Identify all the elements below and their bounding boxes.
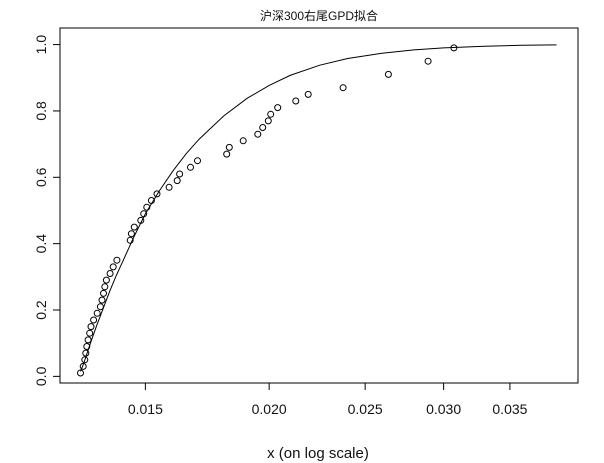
data-point [450, 44, 458, 52]
data-point [81, 356, 89, 364]
chart-title: 沪深300右尾GPD拟合 [260, 8, 378, 23]
data-point [77, 369, 84, 377]
data-point [153, 190, 161, 198]
data-point [254, 130, 262, 138]
data-point [101, 283, 109, 291]
data-point [113, 256, 121, 264]
data-point [87, 323, 95, 331]
data-point [109, 263, 117, 271]
data-point [274, 104, 282, 112]
data-point [82, 349, 90, 357]
data-point [176, 170, 184, 178]
data-point [143, 203, 151, 211]
x-tick-label: 0.020 [252, 401, 287, 417]
data-point [96, 303, 104, 311]
data-point [259, 124, 267, 131]
data-point [339, 84, 347, 92]
data-point [137, 216, 145, 224]
gpd-fit-curve [80, 44, 557, 372]
data-point [187, 163, 194, 171]
data-point [147, 197, 155, 204]
x-tick-label: 0.025 [348, 401, 383, 417]
x-axis-label: x (on log scale) [267, 445, 369, 462]
x-tick-label: 0.030 [426, 401, 461, 417]
y-tick-label: 0.6 [33, 167, 49, 187]
y-tick-label: 0.0 [33, 366, 49, 386]
data-point [86, 329, 94, 337]
data-point [264, 117, 272, 125]
data-point [126, 236, 134, 244]
data-point [79, 362, 87, 370]
data-point [384, 70, 392, 78]
x-tick-label: 0.035 [492, 401, 527, 417]
data-points [77, 44, 458, 377]
data-point [304, 90, 312, 98]
data-point [165, 183, 173, 191]
data-point [173, 177, 181, 185]
data-point [106, 270, 114, 277]
y-tick-label: 1.0 [33, 35, 49, 55]
x-axis: 0.015 0.020 0.025 0.030 0.035 [128, 383, 528, 417]
data-point [267, 110, 275, 118]
data-point [98, 296, 106, 304]
data-point [100, 289, 107, 297]
plot-frame [59, 27, 579, 384]
data-point [83, 343, 91, 350]
data-point [424, 57, 432, 65]
data-point [93, 309, 101, 317]
data-point [194, 157, 201, 165]
data-point [140, 210, 148, 218]
data-point [239, 137, 247, 145]
data-point [225, 143, 233, 151]
y-axis: 0.0 0.2 0.4 0.6 0.8 1.0 [33, 35, 60, 386]
y-tick-label: 0.8 [33, 101, 49, 121]
data-point [292, 97, 300, 105]
data-point [127, 230, 135, 238]
data-point [90, 316, 98, 324]
y-tick-label: 0.4 [33, 234, 49, 254]
data-point [84, 336, 92, 344]
data-point [223, 150, 231, 158]
y-tick-label: 0.2 [33, 300, 49, 320]
data-point [130, 223, 138, 231]
x-tick-label: 0.015 [128, 401, 163, 417]
data-point [102, 276, 110, 284]
